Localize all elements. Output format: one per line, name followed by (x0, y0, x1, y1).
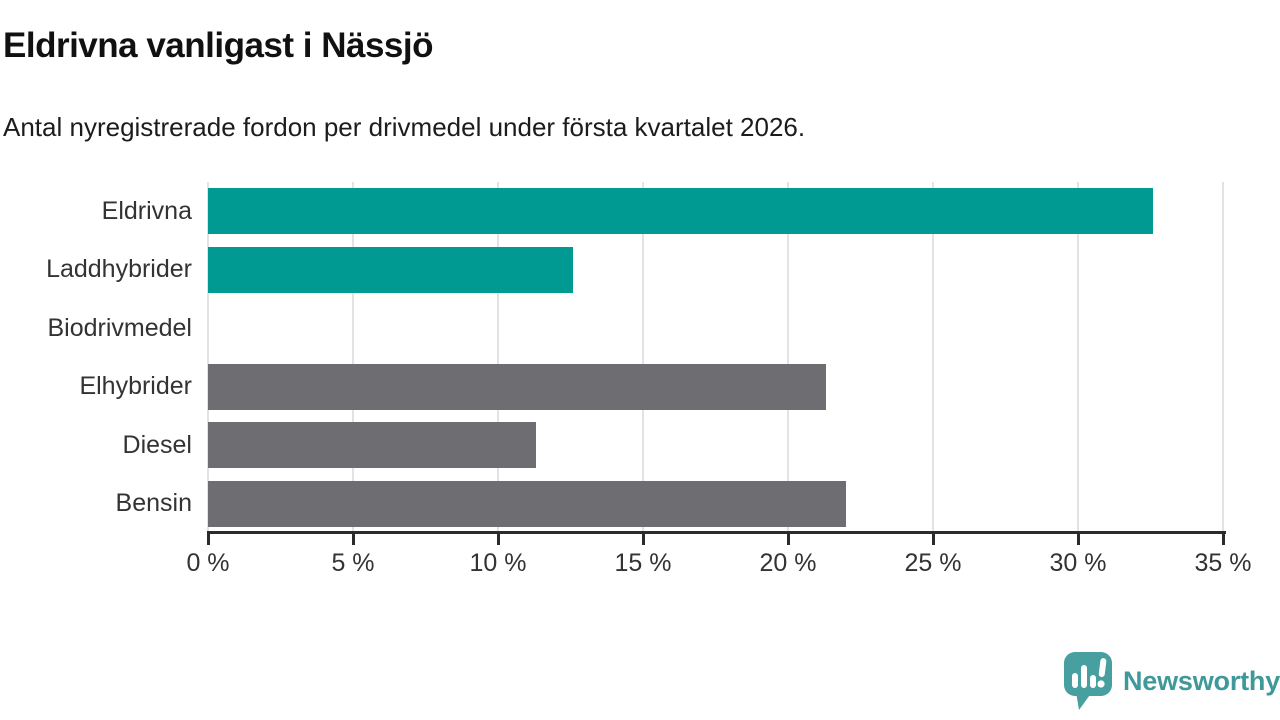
logo-bar-2 (1081, 665, 1087, 688)
brand-footer: Newsworthy (1062, 650, 1280, 712)
brand-name: Newsworthy (1123, 665, 1280, 696)
tick-mark-35 (1221, 531, 1225, 545)
chart-subtitle: Antal nyregistrerade fordon per drivmede… (3, 112, 806, 142)
tick-mark-0 (206, 531, 210, 545)
category-label-laddhybrider: Laddhybrider (46, 255, 192, 284)
bar-elhybrider (208, 363, 826, 410)
gridline-30 (1077, 182, 1079, 533)
tick-mark-30 (1076, 531, 1080, 545)
category-label-elhybrider: Elhybrider (79, 372, 192, 401)
gridline-5 (352, 182, 354, 533)
tick-label-20: 20 % (759, 549, 817, 577)
tick-label-35: 35 % (1194, 549, 1252, 577)
bar-row-laddhybrider (208, 241, 1223, 300)
gridline-10 (497, 182, 499, 533)
category-label-bensin: Bensin (115, 489, 192, 518)
plot-area (207, 182, 1224, 534)
tick-mark-5 (351, 531, 355, 545)
bar-bensin (208, 480, 846, 527)
bar-diesel (208, 422, 536, 469)
tick-mark-20 (786, 531, 790, 545)
y-axis-labels: Eldrivna Laddhybrider Biodrivmedel Elhybrid… (0, 182, 192, 533)
newsworthy-logo-icon (1064, 652, 1112, 710)
gridline-20 (787, 182, 789, 533)
bar-row-elhybrider (208, 358, 1223, 417)
tick-label-0: 0 % (186, 549, 230, 577)
tick-label-30: 30 % (1049, 549, 1107, 577)
bar-row-biodrivmedel (208, 299, 1223, 358)
gridline-15 (642, 182, 644, 533)
tick-mark-15 (641, 531, 645, 545)
bar-row-diesel (208, 416, 1223, 475)
x-axis: 0 % 5 % 10 % 15 % 20 % 25 % 30 % 35 % (186, 531, 1251, 591)
bar-laddhybrider (208, 246, 574, 293)
tick-label-10: 10 % (469, 549, 527, 577)
x-axis-line (208, 531, 1226, 534)
category-label-biodrivmedel: Biodrivmedel (47, 313, 192, 342)
logo-bar-3 (1090, 675, 1096, 688)
logo-exclamation (1097, 658, 1107, 688)
tick-label-15: 15 % (614, 549, 672, 577)
logo-bar-1 (1072, 673, 1078, 688)
tick-mark-10 (496, 531, 500, 545)
bar-row-eldrivna (208, 182, 1223, 241)
gridline-25 (932, 182, 934, 533)
bar-row-bensin (208, 475, 1223, 534)
bar-eldrivna (208, 188, 1154, 235)
category-label-eldrivna: Eldrivna (101, 196, 192, 225)
tick-label-25: 25 % (904, 549, 962, 577)
tick-label-5: 5 % (331, 549, 375, 577)
category-label-diesel: Diesel (122, 430, 192, 459)
tick-mark-25 (931, 531, 935, 545)
chart-title: Eldrivna vanligast i Nässjö (3, 26, 434, 65)
gridline-35 (1222, 182, 1224, 533)
gridline-0 (207, 182, 209, 533)
